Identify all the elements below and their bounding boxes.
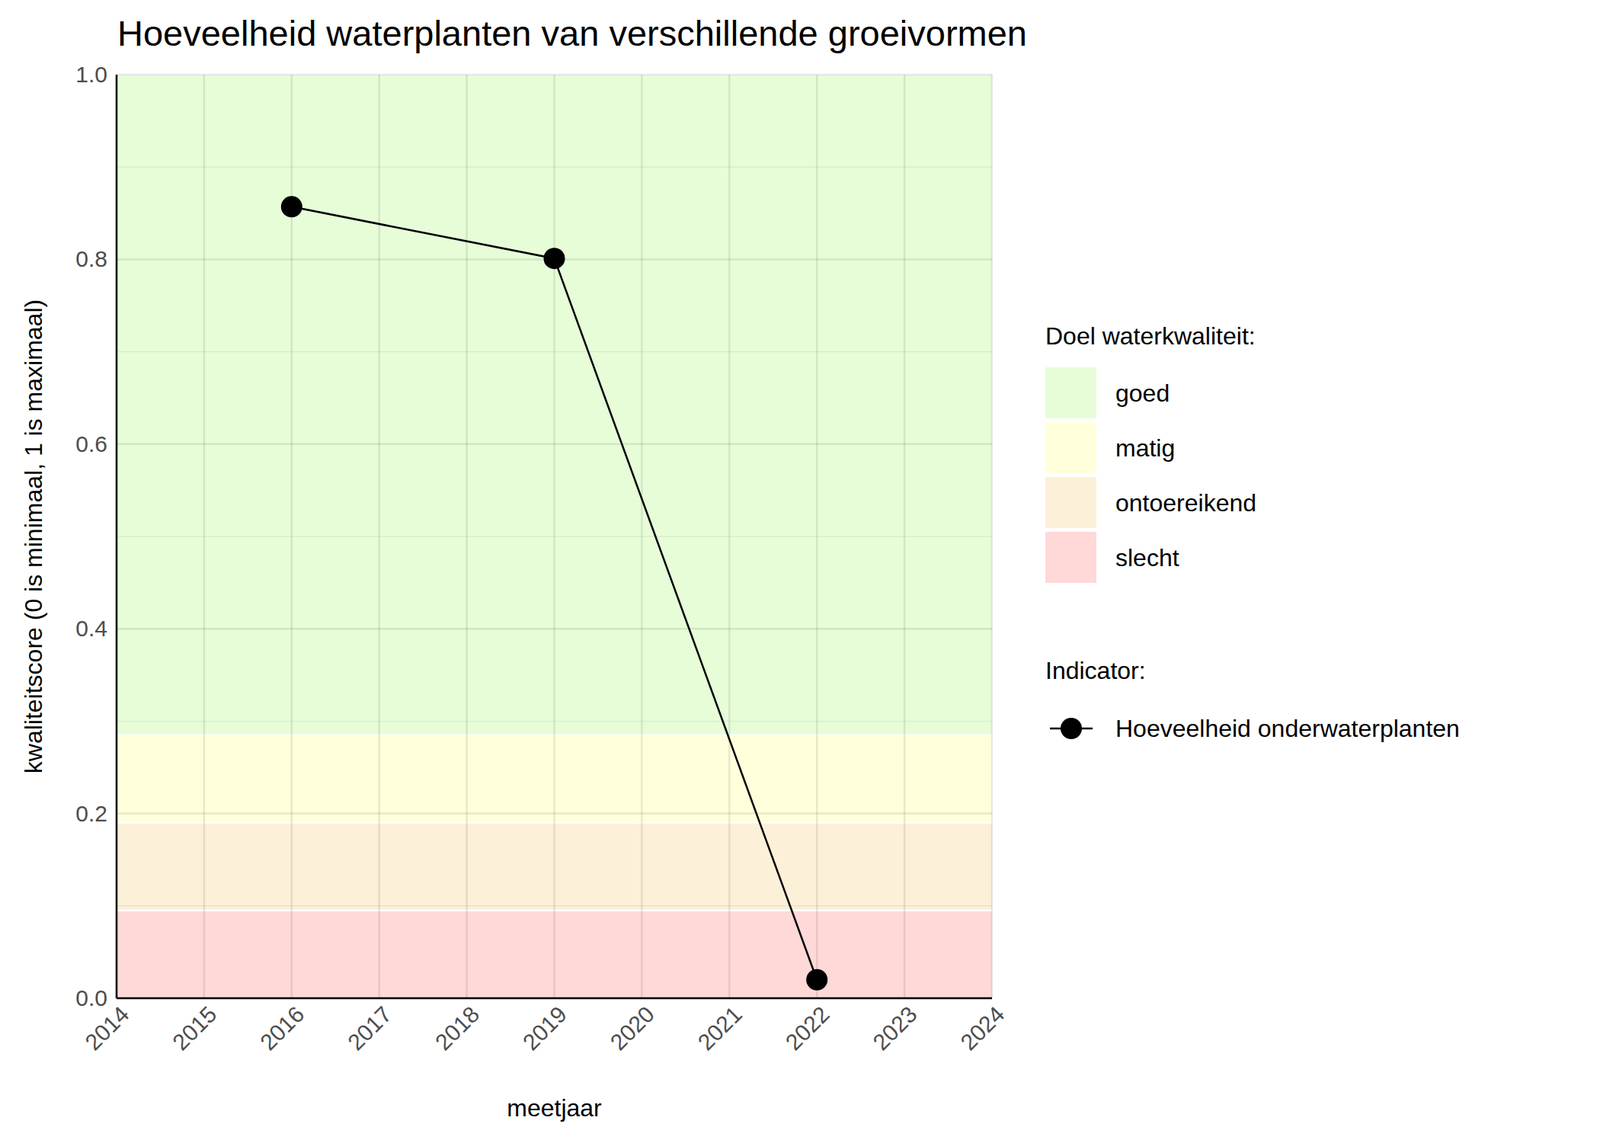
grid-line [553,74,556,999]
legend-swatch [1045,367,1097,419]
legend-label: slecht [1115,544,1180,572]
legend-swatch [1045,476,1097,528]
series-line [291,206,817,980]
x-tick-label: 2014 [80,1001,135,1056]
y-tick-label: 0.0 [75,985,108,1011]
data-point [544,247,566,269]
data-point [806,969,828,991]
y-tick-label: 0.8 [75,246,108,272]
x-axis-line [116,997,992,1000]
x-tick-label: 2023 [867,1001,922,1056]
legend-swatch [1045,422,1097,474]
x-tick-label: 2016 [255,1001,310,1056]
grid-line [640,74,644,999]
y-tick-label: 1.0 [75,61,108,87]
chart-title: Hoeveelheid waterplanten van verschillen… [117,12,1028,54]
x-tick-label: 2022 [780,1001,835,1056]
x-tick-label: 2017 [342,1001,397,1056]
grid [116,74,992,999]
grid-line [465,74,468,999]
legend-marker [1060,717,1082,740]
y-tick-label: 0.4 [75,615,108,641]
legend-label: goed [1115,379,1170,407]
chart: 0.0 0.2 0.4 0.6 0.8 1.0 2014 2015 2016 2017 2018 20… [0,0,1600,1143]
grid-line [116,997,992,1000]
grid-line [903,74,906,999]
x-tick-label: 2020 [604,1001,660,1056]
grid-line [816,74,819,999]
x-tick-label: 2024 [955,1001,1010,1056]
x-tick-label: 2015 [167,1001,222,1056]
legend-title: Indicator: [1045,656,1146,685]
legend-label: ontoereikend [1115,489,1257,517]
legend-title: Doel waterkwaliteit: [1045,322,1256,350]
grid-line [115,74,119,999]
grid-line [991,74,994,999]
bands [116,75,992,998]
y-tick-label: 0.2 [75,800,108,826]
series-group [281,195,828,990]
data-point [281,195,303,218]
x-tick-label: 2019 [518,1001,573,1056]
x-tick-label: 2021 [692,1001,747,1056]
legend-label: Hoeveelheid onderwaterplanten [1115,714,1460,743]
y-axis-line [115,74,119,999]
legend-swatch [1045,531,1097,583]
legend-label: matig [1115,434,1175,462]
grid-line [203,74,206,999]
grid-line [377,74,381,999]
y-axis-title: kwaliteitscore (0 is minimaal, 1 is maxi… [19,299,48,774]
grid-line [728,74,731,999]
y-tick-label: 0.6 [75,431,108,457]
x-axis-title: meetjaar [506,1094,602,1122]
x-tick-label: 2018 [430,1001,485,1056]
